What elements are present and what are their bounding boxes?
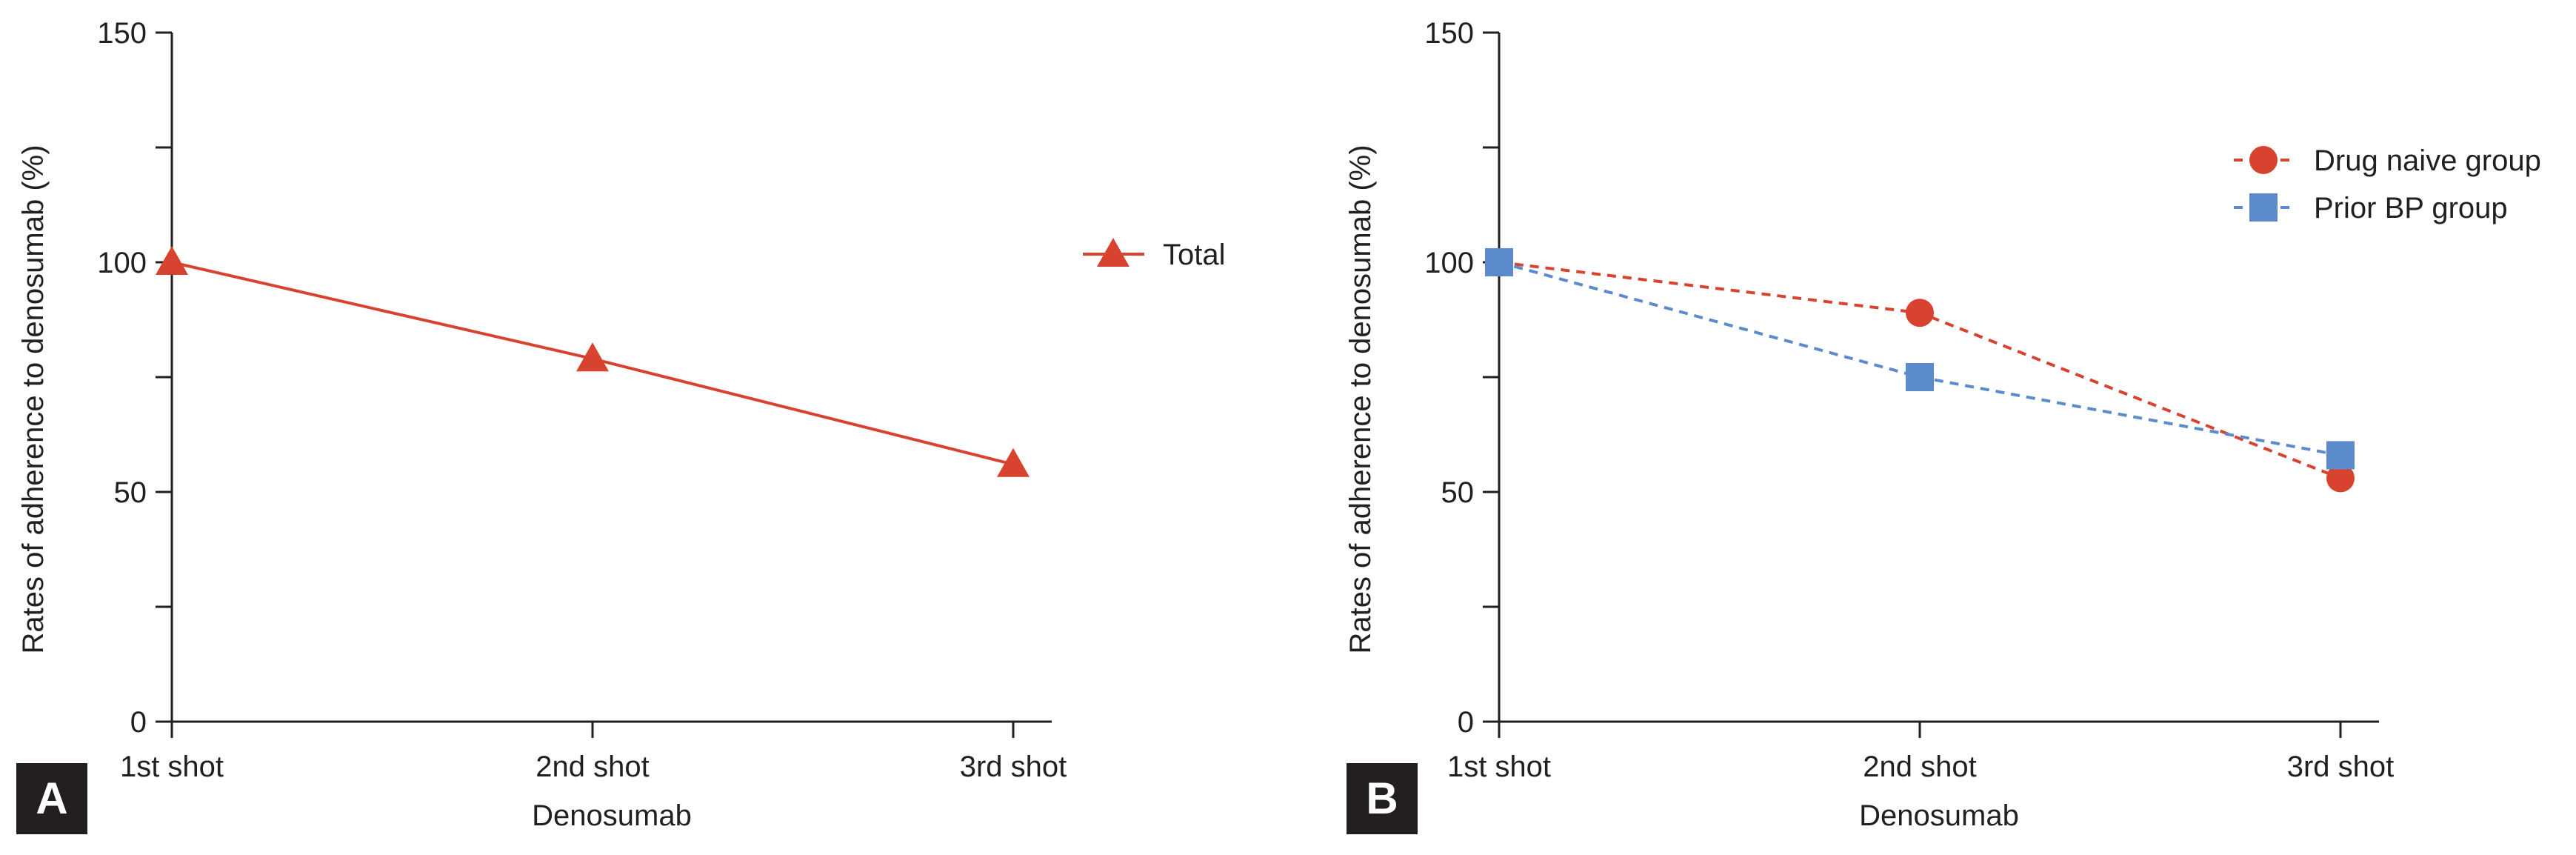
data-point-prior-bp-group xyxy=(1906,363,1934,391)
y-tick-label: 0 xyxy=(1458,706,1474,739)
y-tick-label: 100 xyxy=(97,247,147,279)
panel-label: B xyxy=(1366,774,1398,823)
y-tick-label: 150 xyxy=(97,17,147,50)
data-point-prior-bp-group xyxy=(2326,441,2355,470)
legend-label: Prior BP group xyxy=(2314,192,2508,224)
y-axis-label: Rates of adherence to denosumab (%) xyxy=(17,144,50,653)
panel-label-badge xyxy=(16,763,87,834)
x-tick-label: 3rd shot xyxy=(960,751,1067,783)
data-point-total xyxy=(997,448,1030,477)
legend-marker xyxy=(2249,193,2278,222)
data-point-drug-naive-group xyxy=(2326,464,2355,493)
legend-label: Total xyxy=(1163,239,1226,271)
x-tick-label: 3rd shot xyxy=(2287,751,2395,783)
chart-panel-a: 0 50 100 150 1st shot 2nd shot 3rd shot Denosum… xyxy=(16,17,1226,834)
y-tick-label: 50 xyxy=(114,476,147,509)
x-axis-label: Denosumab xyxy=(1859,799,2019,832)
legend-label: Drug naive group xyxy=(2314,144,2541,177)
legend-marker xyxy=(2249,146,2278,174)
legend: Drug naive group Prior BP group xyxy=(2234,144,2541,224)
x-tick-label: 1st shot xyxy=(120,751,224,783)
y-tick-label: 50 xyxy=(1441,476,1475,509)
data-point-prior-bp-group xyxy=(1485,248,1513,276)
data-point-total xyxy=(156,246,188,275)
legend: Total xyxy=(1083,238,1226,271)
data-point-total xyxy=(576,342,609,372)
data-point-drug-naive-group xyxy=(1906,299,1934,327)
chart-panel-b: 0 50 100 150 1st shot 2nd shot 3rd shot Denosum… xyxy=(1344,17,2541,834)
y-tick-label: 150 xyxy=(1424,17,1474,50)
y-tick-label: 100 xyxy=(1424,247,1474,279)
panel-label: A xyxy=(36,774,67,823)
series-line-prior-bp-group xyxy=(1498,261,2341,457)
x-tick-label: 2nd shot xyxy=(535,751,649,783)
x-axis-label: Denosumab xyxy=(532,799,692,832)
y-tick-label: 0 xyxy=(130,706,147,739)
legend-marker xyxy=(1097,238,1129,267)
panel-label-badge xyxy=(1347,763,1418,834)
x-tick-label: 1st shot xyxy=(1447,751,1551,783)
x-tick-label: 2nd shot xyxy=(1863,751,1976,783)
y-axis-label: Rates of adherence to denosumab (%) xyxy=(1344,144,1377,653)
